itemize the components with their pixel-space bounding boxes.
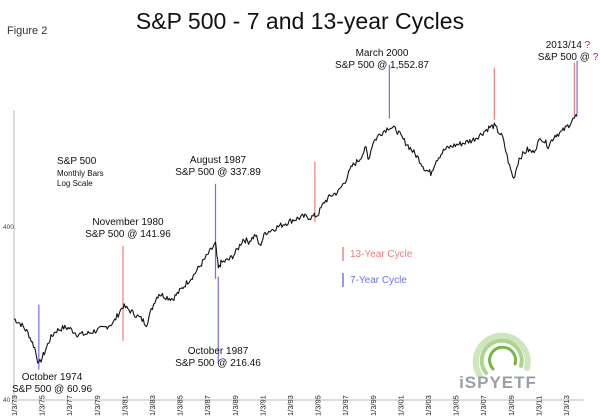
annotation-text: S&P 500 @ 60.96 [12,384,92,395]
y-tick-label: 400 [3,224,14,231]
series-description-line: S&P 500 [57,156,97,167]
logo-text: iSPYETF [459,373,537,392]
series-description-line: Monthly Bars [57,169,104,178]
series-description-line: Log Scale [57,179,93,188]
series-description: S&P 500 Monthly Bars Log Scale [57,156,104,188]
logo: iSPYETF [459,332,537,392]
x-tick-label: 1/3/01 [396,395,405,416]
y-tick-labels: 40 400 [3,224,14,404]
legend-label: 13-Year Cycle [350,249,413,260]
chart-axes [13,110,584,401]
legend-label: 7-Year Cycle [350,275,407,286]
x-tick-label: 1/3/79 [93,395,102,416]
annotation-text: S&P 500 @ 216.46 [175,358,261,369]
legend: 13-Year Cycle 7-Year Cycle [342,247,413,287]
annotation-text: October 1987 [188,346,249,357]
annotation-text: October 1974 [22,372,83,383]
annotation-text: S&P 500 @ 141.96 [85,229,171,240]
question-mark: ? [582,40,591,51]
annotation-text: 2013/14 ? [546,40,591,51]
figure-label: Figure 2 [7,25,47,37]
x-tick-label: 1/3/13 [562,395,571,416]
question-mark: ? [590,52,599,63]
annotation-text: August 1987 [190,155,247,166]
x-tick-label: 1/3/77 [65,395,74,416]
x-tick-label: 1/3/05 [452,395,461,416]
x-tick-label: 1/3/81 [120,395,129,416]
x-tick-label: 1/3/83 [148,395,157,416]
x-tick-label: 1/3/93 [286,395,295,416]
price-line [13,113,578,364]
chart-title: S&P 500 - 7 and 13-year Cycles [136,8,464,34]
annotation-text: S&P 500 @ ? [538,52,599,63]
price-series [13,113,578,364]
x-tick-label: 1/3/91 [258,395,267,416]
annotation-text: March 2000 [356,48,409,59]
x-tick-label: 1/3/03 [424,395,433,416]
x-tick-label: 1/3/73 [10,395,19,416]
x-tick-label: 1/3/11 [534,396,543,416]
x-tick-label: 1/3/99 [369,395,378,416]
y-tick-label: 40 [3,397,11,404]
x-tick-label: 1/3/89 [231,395,240,416]
annotation-text: November 1980 [92,217,164,228]
x-tick-label: 1/3/75 [38,395,47,416]
annotation-text: S&P 500 @ 1,552.87 [335,60,429,71]
x-tick-label: 1/3/85 [176,395,185,416]
x-tick-label: 1/3/95 [314,395,323,416]
x-tick-label: 1/3/09 [507,395,516,416]
x-tick-label: 1/3/07 [479,395,488,416]
x-tick-label: 1/3/97 [341,395,350,416]
cycle-lines [38,60,578,370]
x-tick-label: 1/3/87 [203,395,212,416]
x-tick-labels: 1/3/73 1/3/75 1/3/77 1/3/79 1/3/81 1/3/83 1/3/… [10,395,571,416]
annotation-text: S&P 500 @ 337.89 [175,167,261,178]
logo-swoosh-icon [472,332,531,379]
